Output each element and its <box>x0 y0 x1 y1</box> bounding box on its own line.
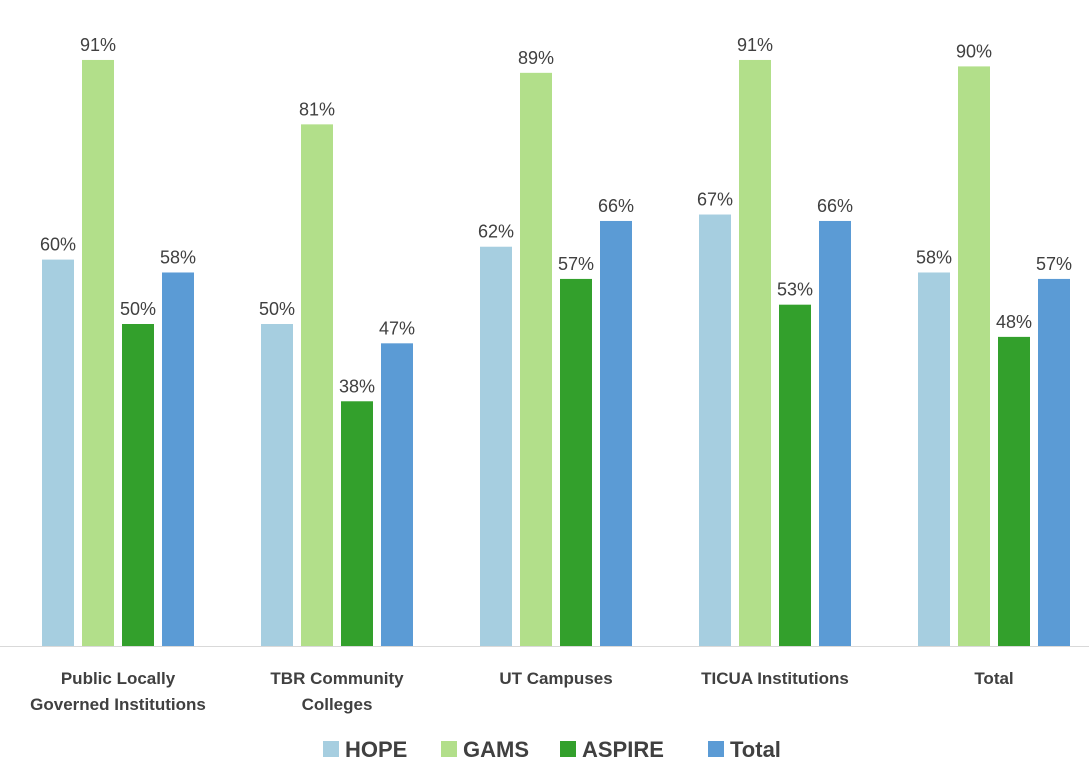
value-label-hope-public-locally-governed-institutions: 60% <box>40 235 76 255</box>
value-label-hope-tbr-community-colleges: 50% <box>259 299 295 319</box>
legend-swatch-aspire <box>560 741 576 757</box>
value-label-gams-public-locally-governed-institutions: 91% <box>80 35 116 55</box>
bar-gams-ut-campuses <box>520 72 552 647</box>
legend-label-hope: HOPE <box>345 737 407 762</box>
bar-aspire-total <box>998 336 1030 646</box>
bar-aspire-ticua-institutions <box>779 304 811 646</box>
value-label-gams-ticua-institutions: 91% <box>737 35 773 55</box>
value-label-total-ticua-institutions: 66% <box>817 196 853 216</box>
value-label-total-ut-campuses: 66% <box>598 196 634 216</box>
category-label-ticua-institutions: TICUA Institutions <box>701 669 849 688</box>
value-label-aspire-public-locally-governed-institutions: 50% <box>120 299 156 319</box>
category-label-ut-campuses: UT Campuses <box>499 669 612 688</box>
bar-gams-total <box>958 66 990 646</box>
value-label-gams-ut-campuses: 89% <box>518 48 554 68</box>
value-label-aspire-total: 48% <box>996 312 1032 332</box>
bar-total-ut-campuses <box>600 220 632 646</box>
value-label-total-tbr-community-colleges: 47% <box>379 318 415 338</box>
value-label-hope-ut-campuses: 62% <box>478 222 514 242</box>
category-label-tbr-community-colleges: TBR Community Colleges <box>270 669 404 714</box>
legend-swatch-gams <box>441 741 457 757</box>
bar-aspire-ut-campuses <box>560 278 592 646</box>
value-label-aspire-tbr-community-colleges: 38% <box>339 376 375 396</box>
legend-label-gams: GAMS <box>463 737 529 762</box>
value-label-aspire-ut-campuses: 57% <box>558 254 594 274</box>
bar-hope-public-locally-governed-institutions <box>42 259 74 646</box>
bars-layer <box>42 59 1070 647</box>
bar-hope-total <box>918 272 950 646</box>
legend-swatch-total <box>708 741 724 757</box>
bar-gams-ticua-institutions <box>739 59 771 646</box>
bar-hope-ticua-institutions <box>699 214 731 646</box>
bar-total-tbr-community-colleges <box>381 343 413 646</box>
bar-hope-tbr-community-colleges <box>261 324 293 646</box>
bar-gams-public-locally-governed-institutions <box>82 59 114 646</box>
legend-item-aspire: ASPIRE <box>560 737 664 762</box>
bar-total-public-locally-governed-institutions <box>162 272 194 646</box>
value-label-total-public-locally-governed-institutions: 58% <box>160 247 196 267</box>
legend-item-gams: GAMS <box>441 737 529 762</box>
value-labels-layer: 60% 91% 50% 58% 50% 81% 38% 47% 62% 89% 57% 66% 67% 9… <box>40 35 1072 396</box>
legend-item-hope: HOPE <box>323 737 407 762</box>
legend-item-total: Total <box>708 737 781 762</box>
legend-label-aspire: ASPIRE <box>582 737 664 762</box>
value-label-gams-total: 90% <box>956 41 992 61</box>
value-label-hope-total: 58% <box>916 247 952 267</box>
value-label-total-total: 57% <box>1036 254 1072 274</box>
category-label-total: Total <box>974 669 1013 688</box>
legend-label-total: Total <box>730 737 781 762</box>
bar-total-total <box>1038 278 1070 646</box>
value-label-gams-tbr-community-colleges: 81% <box>299 99 335 119</box>
value-label-aspire-ticua-institutions: 53% <box>777 280 813 300</box>
bar-total-ticua-institutions <box>819 220 851 646</box>
category-labels-layer: Public Locally Governed Institutions TBR C… <box>30 669 1014 714</box>
bar-gams-tbr-community-colleges <box>301 124 333 647</box>
legend-swatch-hope <box>323 741 339 757</box>
bar-aspire-tbr-community-colleges <box>341 401 373 646</box>
bar-aspire-public-locally-governed-institutions <box>122 324 154 646</box>
category-label-public-locally-governed-institutions: Public Locally Governed Institutions <box>30 669 206 714</box>
bar-hope-ut-campuses <box>480 246 512 646</box>
value-label-hope-ticua-institutions: 67% <box>697 190 733 210</box>
legend: HOPE GAMS ASPIRE Total <box>323 737 781 762</box>
